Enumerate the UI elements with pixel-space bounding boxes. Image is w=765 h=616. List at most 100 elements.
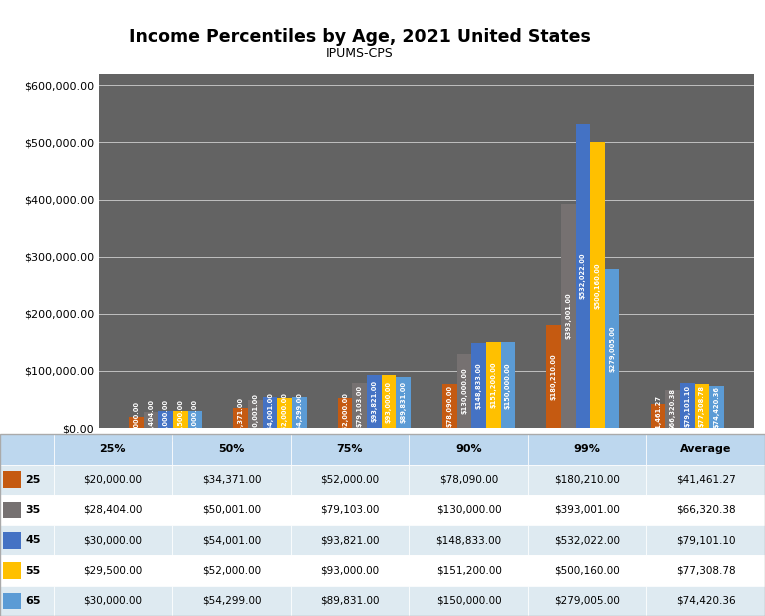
Text: 65: 65	[25, 596, 41, 606]
FancyBboxPatch shape	[0, 556, 54, 586]
Bar	[382, 375, 396, 428]
Text: $52,000.00: $52,000.00	[202, 565, 261, 575]
FancyBboxPatch shape	[0, 525, 54, 556]
Text: $30,000.00: $30,000.00	[192, 399, 198, 440]
FancyBboxPatch shape	[409, 525, 528, 556]
FancyBboxPatch shape	[172, 556, 291, 586]
Bar	[561, 204, 575, 428]
Text: $150,000.00: $150,000.00	[505, 362, 511, 408]
Text: $66,320.38: $66,320.38	[676, 505, 735, 515]
Text: $29,500.00: $29,500.00	[83, 565, 142, 575]
Text: $29,500.00: $29,500.00	[177, 399, 184, 440]
FancyBboxPatch shape	[54, 495, 172, 525]
Text: 45: 45	[25, 535, 41, 545]
FancyBboxPatch shape	[291, 434, 409, 464]
FancyBboxPatch shape	[3, 532, 21, 549]
Text: $532,022.00: $532,022.00	[580, 253, 586, 299]
Text: $41,461.27: $41,461.27	[675, 475, 736, 485]
Text: $54,001.00: $54,001.00	[202, 535, 261, 545]
Text: $50,001.00: $50,001.00	[252, 393, 259, 435]
Text: $78,090.00: $78,090.00	[439, 475, 498, 485]
Text: $180,210.00: $180,210.00	[551, 354, 557, 400]
FancyBboxPatch shape	[528, 586, 646, 616]
Bar	[277, 399, 292, 428]
FancyBboxPatch shape	[528, 464, 646, 495]
Text: $34,371.00: $34,371.00	[202, 475, 261, 485]
FancyBboxPatch shape	[172, 434, 291, 464]
FancyBboxPatch shape	[528, 525, 646, 556]
FancyBboxPatch shape	[291, 586, 409, 616]
Text: $52,000.00: $52,000.00	[282, 392, 288, 434]
Bar	[486, 342, 500, 428]
Text: $34,371.00: $34,371.00	[238, 397, 244, 439]
Text: $54,299.00: $54,299.00	[296, 392, 302, 434]
Bar	[591, 142, 605, 428]
FancyBboxPatch shape	[291, 464, 409, 495]
Text: $54,299.00: $54,299.00	[202, 596, 261, 606]
Text: $20,000.00: $20,000.00	[133, 402, 139, 444]
Bar	[187, 411, 202, 428]
Text: $28,404.00: $28,404.00	[148, 399, 154, 441]
FancyBboxPatch shape	[409, 556, 528, 586]
Text: $279,005.00: $279,005.00	[609, 325, 615, 371]
Bar	[144, 412, 158, 428]
Text: $79,101.10: $79,101.10	[676, 535, 735, 545]
Text: $150,000.00: $150,000.00	[436, 596, 501, 606]
Bar	[546, 325, 561, 428]
Text: $20,000.00: $20,000.00	[83, 475, 142, 485]
Text: $151,200.00: $151,200.00	[435, 565, 502, 575]
Bar	[442, 384, 457, 428]
Text: Average: Average	[680, 444, 731, 455]
FancyBboxPatch shape	[646, 556, 765, 586]
Text: $79,103.00: $79,103.00	[356, 384, 363, 426]
FancyBboxPatch shape	[409, 464, 528, 495]
Text: 75%: 75%	[337, 444, 363, 455]
FancyBboxPatch shape	[646, 464, 765, 495]
FancyBboxPatch shape	[646, 495, 765, 525]
Text: $151,200.00: $151,200.00	[490, 362, 496, 408]
FancyBboxPatch shape	[172, 464, 291, 495]
Text: $79,103.00: $79,103.00	[321, 505, 379, 515]
Bar	[338, 399, 353, 428]
FancyBboxPatch shape	[172, 525, 291, 556]
FancyBboxPatch shape	[54, 464, 172, 495]
Bar	[233, 408, 248, 428]
FancyBboxPatch shape	[0, 464, 54, 495]
Bar	[666, 390, 680, 428]
Text: $77,308.78: $77,308.78	[699, 385, 705, 427]
Text: 25%: 25%	[99, 444, 126, 455]
Text: $79,101.10: $79,101.10	[684, 384, 690, 426]
FancyBboxPatch shape	[172, 495, 291, 525]
Text: $74,420.36: $74,420.36	[676, 596, 735, 606]
FancyBboxPatch shape	[528, 434, 646, 464]
Text: $52,000.00: $52,000.00	[321, 475, 379, 485]
Text: IPUMS-CPS: IPUMS-CPS	[326, 47, 393, 60]
Bar	[457, 354, 471, 428]
Bar	[651, 405, 666, 428]
Text: $93,000.00: $93,000.00	[386, 381, 392, 423]
Text: $93,821.00: $93,821.00	[321, 535, 379, 545]
Text: $30,000.00: $30,000.00	[163, 399, 169, 440]
Bar	[695, 384, 709, 428]
Text: Income Percentiles by Age, 2021 United States: Income Percentiles by Age, 2021 United S…	[129, 28, 591, 46]
Text: $78,090.00: $78,090.00	[447, 385, 452, 427]
Text: $93,821.00: $93,821.00	[371, 380, 377, 423]
Bar	[292, 397, 307, 428]
Text: $130,000.00: $130,000.00	[436, 505, 501, 515]
Bar	[575, 124, 591, 428]
Text: $500,160.00: $500,160.00	[594, 262, 601, 309]
FancyBboxPatch shape	[409, 434, 528, 464]
Text: 90%: 90%	[455, 444, 482, 455]
Text: 55: 55	[25, 565, 41, 575]
FancyBboxPatch shape	[528, 495, 646, 525]
Bar	[262, 397, 277, 428]
Text: $148,833.00: $148,833.00	[476, 362, 482, 409]
FancyBboxPatch shape	[291, 495, 409, 525]
FancyBboxPatch shape	[291, 525, 409, 556]
FancyBboxPatch shape	[54, 434, 172, 464]
FancyBboxPatch shape	[54, 556, 172, 586]
Text: $52,000.00: $52,000.00	[342, 392, 348, 434]
Text: $74,420.36: $74,420.36	[714, 386, 720, 428]
FancyBboxPatch shape	[646, 586, 765, 616]
FancyBboxPatch shape	[528, 556, 646, 586]
